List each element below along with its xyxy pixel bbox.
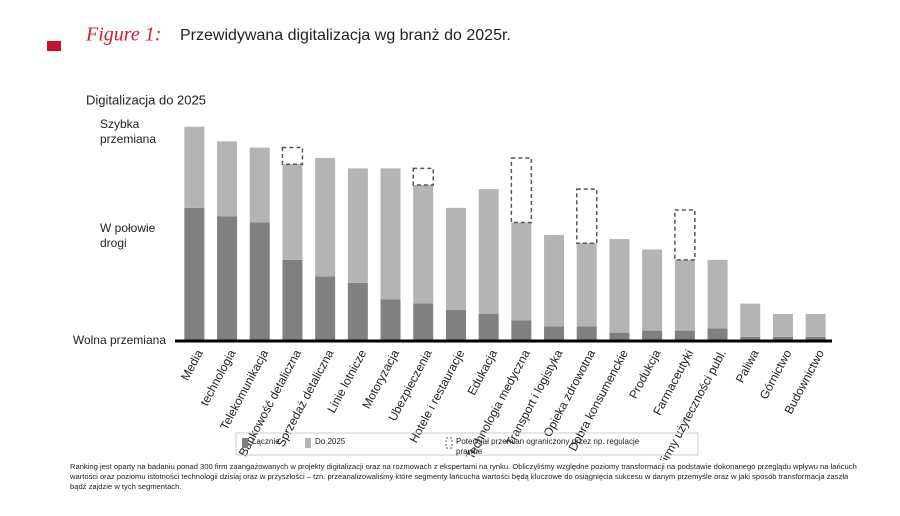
bar-segment	[740, 336, 761, 341]
legend-label: Łącznie	[252, 437, 280, 446]
x-tick-label: Media	[178, 347, 206, 383]
y-axis-title: Digitalizacja do 2025	[86, 92, 206, 107]
bar-segment	[609, 332, 630, 341]
bar-segment	[380, 168, 401, 300]
bar-segment	[249, 147, 270, 223]
bar-segment	[478, 189, 499, 314]
bar-segment	[249, 222, 270, 341]
bar-segment	[347, 282, 368, 341]
bar-segment	[576, 188, 598, 244]
bar-segment	[576, 326, 597, 341]
figure-label: Figure 1:	[85, 24, 161, 46]
chart-title: Przewidywana digitalizacja wg branż do 2…	[180, 27, 511, 44]
y-tick-label: Szybka przemiana	[100, 117, 156, 146]
bar-segment	[478, 313, 499, 341]
bar-segment	[217, 216, 238, 341]
bar-segment	[315, 157, 336, 277]
bar-segment	[707, 328, 728, 341]
bar-segment	[445, 207, 466, 310]
bar-segment	[707, 259, 728, 329]
bar-segment	[184, 207, 205, 341]
bar-segment	[511, 222, 532, 321]
bar-segment	[380, 299, 401, 341]
bar-segment	[576, 243, 597, 327]
bar-segment	[281, 146, 304, 165]
bar-segment	[805, 313, 826, 337]
bar-segment	[445, 309, 466, 341]
legend-box	[235, 432, 699, 456]
bar-segment	[282, 164, 303, 260]
bar-segment	[315, 276, 336, 341]
bar-segment	[642, 330, 663, 341]
bar-segment	[510, 157, 533, 224]
legend-swatch	[305, 438, 311, 448]
bar-segment	[413, 185, 434, 304]
y-tick-label: W połowie drogi	[100, 221, 156, 250]
bar-segment	[674, 259, 695, 331]
bar-segment	[282, 259, 303, 341]
bar-segment	[217, 141, 238, 217]
bar-segment	[544, 234, 565, 327]
bar-segment	[347, 168, 368, 283]
red-marker	[47, 41, 61, 51]
chart: Figure 1: Przewidywana digitalizacja wg …	[47, 24, 832, 460]
legend-swatch	[242, 438, 248, 448]
legend-label: Potencjał przemian ograniczony przez np.…	[456, 437, 640, 456]
bar-segment	[772, 336, 793, 341]
bar-segment	[674, 330, 695, 341]
bar-segment	[184, 126, 205, 208]
bar-segment	[642, 249, 663, 331]
y-tick-label: Wolna przemiana	[73, 333, 166, 347]
x-tick-label: Produkcja	[626, 347, 664, 401]
bar-segment	[772, 313, 793, 337]
bar-segment	[544, 326, 565, 341]
x-tick-label: Górnictwo	[757, 347, 795, 402]
bar-segment	[740, 303, 761, 337]
bar-segment	[674, 209, 696, 261]
x-tick-label: Paliwa	[733, 347, 762, 385]
bar-segment	[413, 303, 434, 341]
bar-segment	[805, 336, 826, 341]
bar-segment	[511, 320, 532, 341]
legend-swatch	[445, 437, 453, 449]
bar-segment	[609, 239, 630, 333]
legend-label: Do 2025	[315, 437, 346, 446]
footnote: Ranking jest oparty na badaniu ponad 300…	[70, 462, 857, 491]
x-tick-label: Edukacja	[465, 347, 501, 397]
bar-segment	[412, 167, 434, 186]
